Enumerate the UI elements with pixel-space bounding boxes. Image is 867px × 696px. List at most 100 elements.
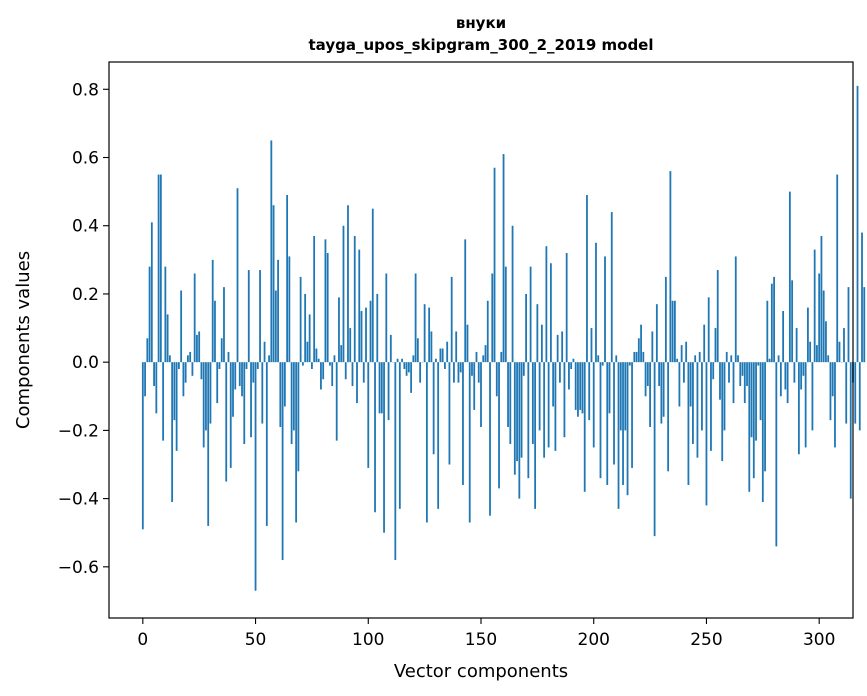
bar-146 — [471, 362, 473, 376]
bar-152 — [484, 345, 487, 363]
bar-87 — [338, 297, 340, 363]
bar-288 — [791, 280, 794, 363]
bar-121 — [414, 273, 417, 363]
bar-165 — [513, 362, 516, 475]
bar-138 — [453, 362, 455, 383]
bar-32 — [214, 300, 216, 363]
bar-82 — [326, 253, 329, 363]
bar-204 — [601, 362, 604, 366]
bar-99 — [365, 307, 367, 363]
bar-3 — [148, 266, 151, 363]
bar-48 — [250, 362, 252, 438]
bar-122 — [416, 338, 419, 363]
bar-207 — [608, 362, 611, 414]
bar-291 — [797, 362, 800, 455]
bar-54 — [263, 341, 266, 363]
bar-301 — [820, 235, 823, 363]
bar-233 — [667, 362, 670, 472]
bar-81 — [324, 239, 327, 363]
bar-290 — [795, 328, 798, 363]
bar-112 — [394, 362, 397, 561]
bar-225 — [649, 362, 651, 427]
bar-156 — [493, 167, 496, 363]
bar-80 — [322, 362, 325, 380]
bar-172 — [529, 266, 532, 363]
bar-190 — [570, 362, 573, 369]
bar-53 — [261, 362, 264, 424]
bar-77 — [315, 348, 318, 363]
bar-299 — [816, 345, 818, 363]
x-tick-label: 250 — [690, 630, 722, 650]
bar-25 — [198, 331, 201, 363]
bar-9 — [162, 362, 165, 441]
y-tick-label: 0.8 — [72, 80, 99, 100]
bar-85 — [333, 355, 336, 363]
bar-64 — [286, 195, 289, 363]
bar-278 — [768, 358, 771, 363]
bar-67 — [292, 362, 295, 431]
bar-256 — [719, 362, 721, 400]
bar-276 — [764, 362, 766, 472]
bar-39 — [229, 362, 232, 468]
bar-21 — [189, 351, 192, 363]
y-tick-label: −0.2 — [58, 421, 99, 441]
bar-181 — [549, 263, 552, 363]
bar-231 — [662, 362, 665, 417]
bar-49 — [252, 362, 255, 383]
x-tick-label: 0 — [137, 630, 148, 650]
bar-147 — [473, 362, 476, 410]
bar-195 — [581, 362, 584, 414]
bar-205 — [604, 256, 606, 363]
bar-75 — [311, 362, 313, 369]
bar-79 — [320, 362, 322, 390]
bar-201 — [595, 242, 597, 363]
bar-176 — [538, 362, 541, 431]
bar-41 — [234, 362, 237, 390]
bar-281 — [775, 362, 778, 547]
bar-160 — [502, 154, 505, 363]
bar-257 — [721, 362, 724, 462]
bar-216 — [628, 362, 631, 366]
bar-17 — [180, 290, 183, 363]
bar-319 — [861, 232, 863, 363]
bar-76 — [313, 235, 316, 363]
bar-27 — [202, 362, 205, 448]
bar-261 — [730, 355, 733, 363]
bar-23 — [193, 273, 196, 363]
bar-296 — [809, 341, 812, 363]
bar-182 — [552, 362, 555, 407]
bar-175 — [536, 304, 539, 363]
bar-232 — [664, 276, 667, 363]
bar-73 — [306, 341, 309, 363]
bar-247 — [698, 351, 701, 363]
bar-157 — [495, 362, 498, 397]
bar-94 — [353, 235, 356, 363]
bar-59 — [274, 290, 277, 363]
bar-155 — [491, 273, 494, 363]
bar-72 — [304, 293, 307, 363]
bar-130 — [435, 358, 437, 363]
bar-260 — [728, 362, 730, 383]
bar-34 — [218, 362, 221, 369]
bar-209 — [613, 362, 615, 465]
bar-297 — [811, 362, 814, 431]
bar-200 — [592, 362, 595, 448]
bar-263 — [734, 256, 737, 363]
bar-24 — [196, 334, 198, 363]
bar-136 — [448, 362, 451, 465]
bar-283 — [779, 362, 782, 397]
bar-38 — [227, 351, 230, 363]
bar-33 — [216, 362, 219, 404]
bar-236 — [673, 300, 676, 363]
bar-18 — [182, 362, 185, 397]
bar-35 — [220, 338, 223, 363]
bar-238 — [678, 362, 681, 407]
bar-126 — [425, 362, 428, 523]
bar-227 — [653, 362, 656, 537]
bar-108 — [385, 273, 388, 363]
bar-71 — [301, 362, 304, 366]
bar-118 — [407, 362, 410, 373]
bar-221 — [640, 324, 642, 363]
bar-62 — [281, 362, 284, 561]
bar-110 — [389, 334, 392, 363]
